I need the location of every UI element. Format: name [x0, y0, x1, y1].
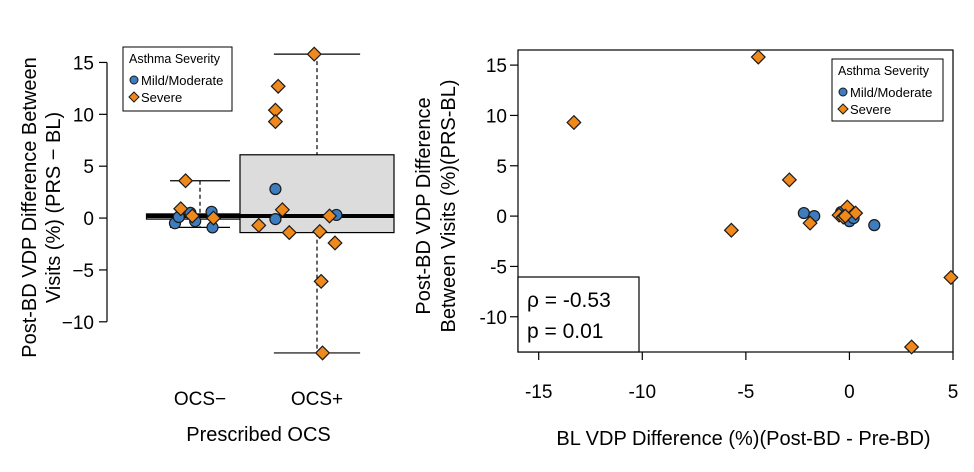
point-severe [750, 49, 766, 65]
point-severe [251, 217, 267, 233]
left-y-label-line1: Post-BD VDP Difference Between [19, 57, 41, 358]
right-y-tick-label: 5 [496, 157, 507, 178]
legend-label-severe: Severe [141, 90, 182, 105]
point-severe [313, 273, 329, 289]
left-y-tick-label: 0 [83, 209, 94, 230]
right-y-label-line2: Between Visits (%)(PRS-BL) [438, 79, 460, 332]
stat-rho: ρ = -0.53 [527, 289, 611, 312]
point-severe [173, 201, 189, 217]
legend-marker-mild-moderate [129, 75, 139, 85]
legend-title: Asthma Severity [838, 64, 930, 78]
right-x-tick-label: 0 [844, 382, 855, 403]
left-y-tick-label: −5 [72, 261, 94, 282]
right-x-label: BL VDP Difference (%)(Post-BD - Pre-BD) [556, 428, 930, 450]
legend-label-severe: Severe [850, 102, 891, 117]
box-iqr [239, 154, 395, 234]
point-severe [781, 172, 798, 188]
right-y-tick-label: -5 [490, 257, 507, 278]
legend-title: Asthma Severity [129, 52, 221, 66]
legend-marker-severe [837, 103, 849, 115]
right-x-tick-label: -15 [525, 382, 552, 403]
left-y-tick-label: −10 [62, 313, 94, 334]
right-y-tick-label: -10 [480, 308, 507, 329]
point-severe [943, 269, 959, 286]
point-severe [184, 208, 200, 224]
point-mild-moderate [269, 182, 282, 196]
point-severe [566, 114, 582, 131]
left-x-category-label: OCS+ [291, 389, 343, 410]
right-plot-frame [517, 49, 954, 353]
legend-box [831, 58, 944, 122]
point-mild-moderate [269, 212, 282, 226]
right-y-tick-label: 10 [486, 106, 507, 127]
right-x-tick-label: 5 [948, 382, 959, 403]
point-severe [267, 113, 284, 130]
point-mild-moderate [868, 219, 881, 232]
left-x-label: Prescribed OCS [186, 424, 331, 446]
point-severe [327, 235, 343, 251]
point-severe [274, 202, 290, 218]
point-severe [270, 78, 286, 94]
point-severe [903, 339, 920, 355]
left-x-category-label: OCS− [174, 389, 226, 410]
right-x-tick-label: -10 [629, 382, 656, 403]
point-severe [723, 222, 740, 238]
left-y-tick-label: 15 [73, 53, 94, 74]
left-y-tick-label: 5 [83, 157, 94, 178]
point-severe [314, 345, 331, 361]
point-severe [321, 208, 338, 224]
point-mild-moderate [797, 206, 810, 220]
point-severe [837, 208, 853, 224]
point-severe [205, 210, 222, 226]
stat-p: p = 0.01 [527, 320, 603, 343]
point-severe [312, 223, 328, 240]
point-severe [281, 224, 297, 241]
left-y-tick-label: 10 [73, 105, 94, 126]
right-x-tick-label: -5 [737, 382, 754, 403]
point-severe [177, 173, 194, 189]
legend-marker-mild-moderate [838, 87, 848, 97]
right-y-tick-label: 0 [496, 207, 507, 228]
legend-label-mild-moderate: Mild/Moderate [141, 73, 223, 88]
stats-box [517, 276, 640, 353]
legend-box [122, 46, 233, 112]
point-severe [306, 46, 322, 62]
point-severe [802, 215, 818, 231]
right-y-tick-label: 15 [486, 56, 507, 77]
right-y-label-line1: Post-BD VDP Difference [413, 97, 435, 314]
left-y-label-line2: Visits (%) (PRS − BL) [43, 112, 65, 303]
point-severe [847, 205, 864, 221]
legend-label-mild-moderate: Mild/Moderate [850, 85, 932, 100]
legend-marker-severe [128, 91, 140, 103]
